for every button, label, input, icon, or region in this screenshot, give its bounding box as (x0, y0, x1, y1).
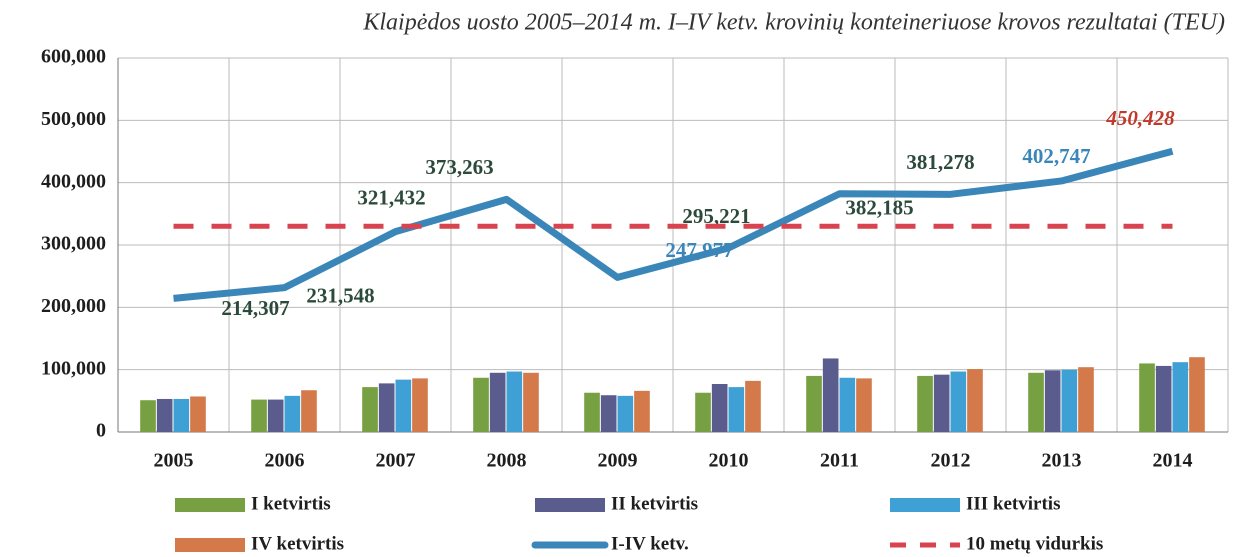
bar (140, 400, 156, 432)
data-label: 450,428 (1105, 106, 1175, 130)
bar (1189, 357, 1205, 432)
bar (473, 377, 489, 432)
data-label: 321,432 (357, 185, 425, 209)
data-label: 247,977 (665, 238, 733, 262)
bar (728, 387, 745, 432)
y-tick-label: 500,000 (41, 108, 106, 130)
legend-label: III ketvirtis (966, 493, 1060, 514)
bar (839, 377, 856, 432)
bar (362, 387, 378, 432)
total-line (173, 147, 1174, 302)
y-tick-label: 600,000 (41, 46, 106, 68)
bar (1078, 367, 1094, 432)
bar (933, 374, 950, 432)
bar (1155, 365, 1172, 432)
bar (745, 380, 761, 432)
chart-title: Klaipėdos uosto 2005–2014 m. I–IV ketv. … (362, 10, 1225, 36)
bar (378, 383, 395, 432)
data-label: 214,307 (221, 296, 289, 320)
x-tick-label: 2012 (931, 450, 971, 472)
bar (806, 375, 822, 432)
y-tick-label: 0 (96, 420, 106, 442)
x-tick-label: 2010 (709, 450, 749, 472)
bar (1028, 372, 1044, 432)
bar (190, 396, 206, 432)
legend-swatch (175, 498, 245, 512)
legend-swatch (535, 498, 605, 512)
legend-label: IV ketvirtis (251, 533, 344, 554)
legend-label: II ketvirtis (611, 493, 698, 514)
bar (617, 395, 634, 432)
x-tick-label: 2008 (487, 450, 527, 472)
x-tick-label: 2007 (376, 450, 416, 472)
bar (917, 375, 933, 432)
data-label: 373,263 (425, 155, 493, 179)
bar (1061, 369, 1078, 432)
bar (1172, 362, 1189, 432)
bar (506, 371, 523, 432)
bar (173, 398, 190, 432)
legend-label: I-IV ketv. (611, 533, 689, 554)
bar (251, 399, 267, 432)
bar (1139, 363, 1155, 432)
bar (711, 384, 728, 432)
legend-swatch (890, 498, 960, 512)
x-tick-label: 2009 (598, 450, 638, 472)
data-label: 381,278 (906, 150, 974, 174)
data-label: 382,185 (845, 196, 913, 220)
bar (950, 371, 967, 432)
bar (600, 395, 617, 432)
bar (412, 378, 428, 432)
bar (584, 392, 600, 432)
bar (267, 399, 284, 432)
x-tick-label: 2013 (1042, 450, 1082, 472)
data-label: 402,747 (1022, 144, 1090, 168)
x-tick-label: 2006 (265, 450, 305, 472)
y-tick-label: 400,000 (41, 170, 106, 192)
y-tick-label: 300,000 (41, 233, 106, 255)
data-label: 231,548 (306, 283, 374, 307)
legend-label: 10 metų vidurkis (966, 533, 1103, 554)
bar (284, 395, 301, 432)
x-tick-label: 2011 (820, 450, 859, 472)
bar (967, 369, 983, 432)
bar (301, 390, 317, 432)
bar (695, 392, 711, 432)
y-tick-label: 200,000 (41, 295, 106, 317)
x-tick-label: 2005 (154, 450, 194, 472)
x-tick-label: 2014 (1153, 450, 1193, 472)
bar (156, 398, 173, 432)
y-tick-label: 100,000 (41, 357, 106, 379)
bar (395, 379, 412, 432)
bar (523, 372, 539, 432)
bar (856, 378, 872, 432)
bar (489, 372, 506, 432)
bar (634, 390, 650, 432)
bar (822, 358, 839, 432)
bar (1044, 370, 1061, 432)
legend-swatch (175, 538, 245, 552)
legend-label: I ketvirtis (251, 493, 331, 514)
